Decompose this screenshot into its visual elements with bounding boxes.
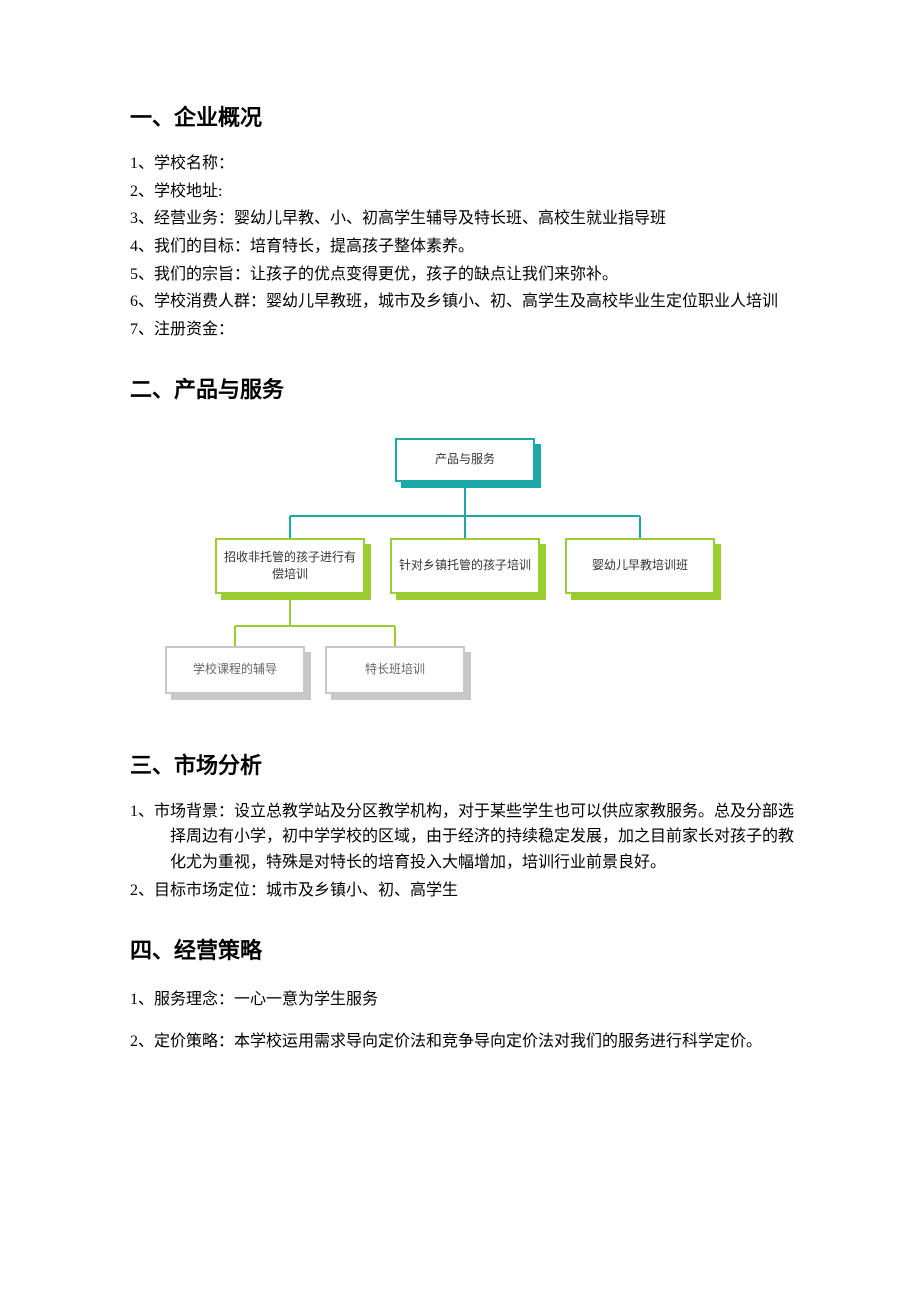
chart-leaf-node-2: 特长班培训: [325, 646, 465, 694]
list-item: 5、我们的宗旨：让孩子的优点变得更优，孩子的缺点让我们来弥补。: [130, 262, 800, 288]
list-item: 7、注册资金：: [130, 317, 800, 343]
section-4-heading: 四、经营策略: [130, 933, 800, 968]
list-item: 3、经营业务：婴幼儿早教、小、初高学生辅导及特长班、高校生就业指导班: [130, 206, 800, 232]
market-list: 1、市场背景：设立总教学站及分区教学机构，对于某些学生也可以供应家教服务。总及分…: [130, 799, 800, 903]
list-item: 6、学校消费人群：婴幼儿早教班，城市及乡镇小、初、高学生及高校毕业生定位职业人培…: [130, 289, 800, 315]
list-item: 2、学校地址:: [130, 179, 800, 205]
section-2-heading: 二、产品与服务: [130, 372, 800, 407]
chart-leaf-node-1: 学校课程的辅导: [165, 646, 305, 694]
chart-mid-node-1: 招收非托管的孩子进行有偿培训: [215, 538, 365, 594]
list-item: 4、我们的目标：培育特长，提高孩子整体素养。: [130, 234, 800, 260]
chart-root-node: 产品与服务: [395, 438, 535, 482]
list-item: 1、服务理念：一心一意为学生服务: [130, 984, 800, 1016]
list-item: 2、目标市场定位：城市及乡镇小、初、高学生: [130, 878, 800, 904]
section-3-heading: 三、市场分析: [130, 748, 800, 783]
chart-mid-node-3: 婴幼儿早教培训班: [565, 538, 715, 594]
chart-mid-node-2: 针对乡镇托管的孩子培训: [390, 538, 540, 594]
list-item: 1、市场背景：设立总教学站及分区教学机构，对于某些学生也可以供应家教服务。总及分…: [130, 799, 800, 876]
strategy-list: 1、服务理念：一心一意为学生服务 2、定价策略：本学校运用需求导向定价法和竞争导…: [130, 984, 800, 1058]
list-item: 1、学校名称：: [130, 151, 800, 177]
section-1-heading: 一、企业概况: [130, 100, 800, 135]
org-chart: 产品与服务 招收非托管的孩子进行有偿培训 针对乡镇托管的孩子培训 婴幼儿早教培训…: [195, 438, 735, 708]
enterprise-list: 1、学校名称： 2、学校地址: 3、经营业务：婴幼儿早教、小、初高学生辅导及特长…: [130, 151, 800, 342]
list-item: 2、定价策略：本学校运用需求导向定价法和竞争导向定价法对我们的服务进行科学定价。: [130, 1026, 800, 1058]
